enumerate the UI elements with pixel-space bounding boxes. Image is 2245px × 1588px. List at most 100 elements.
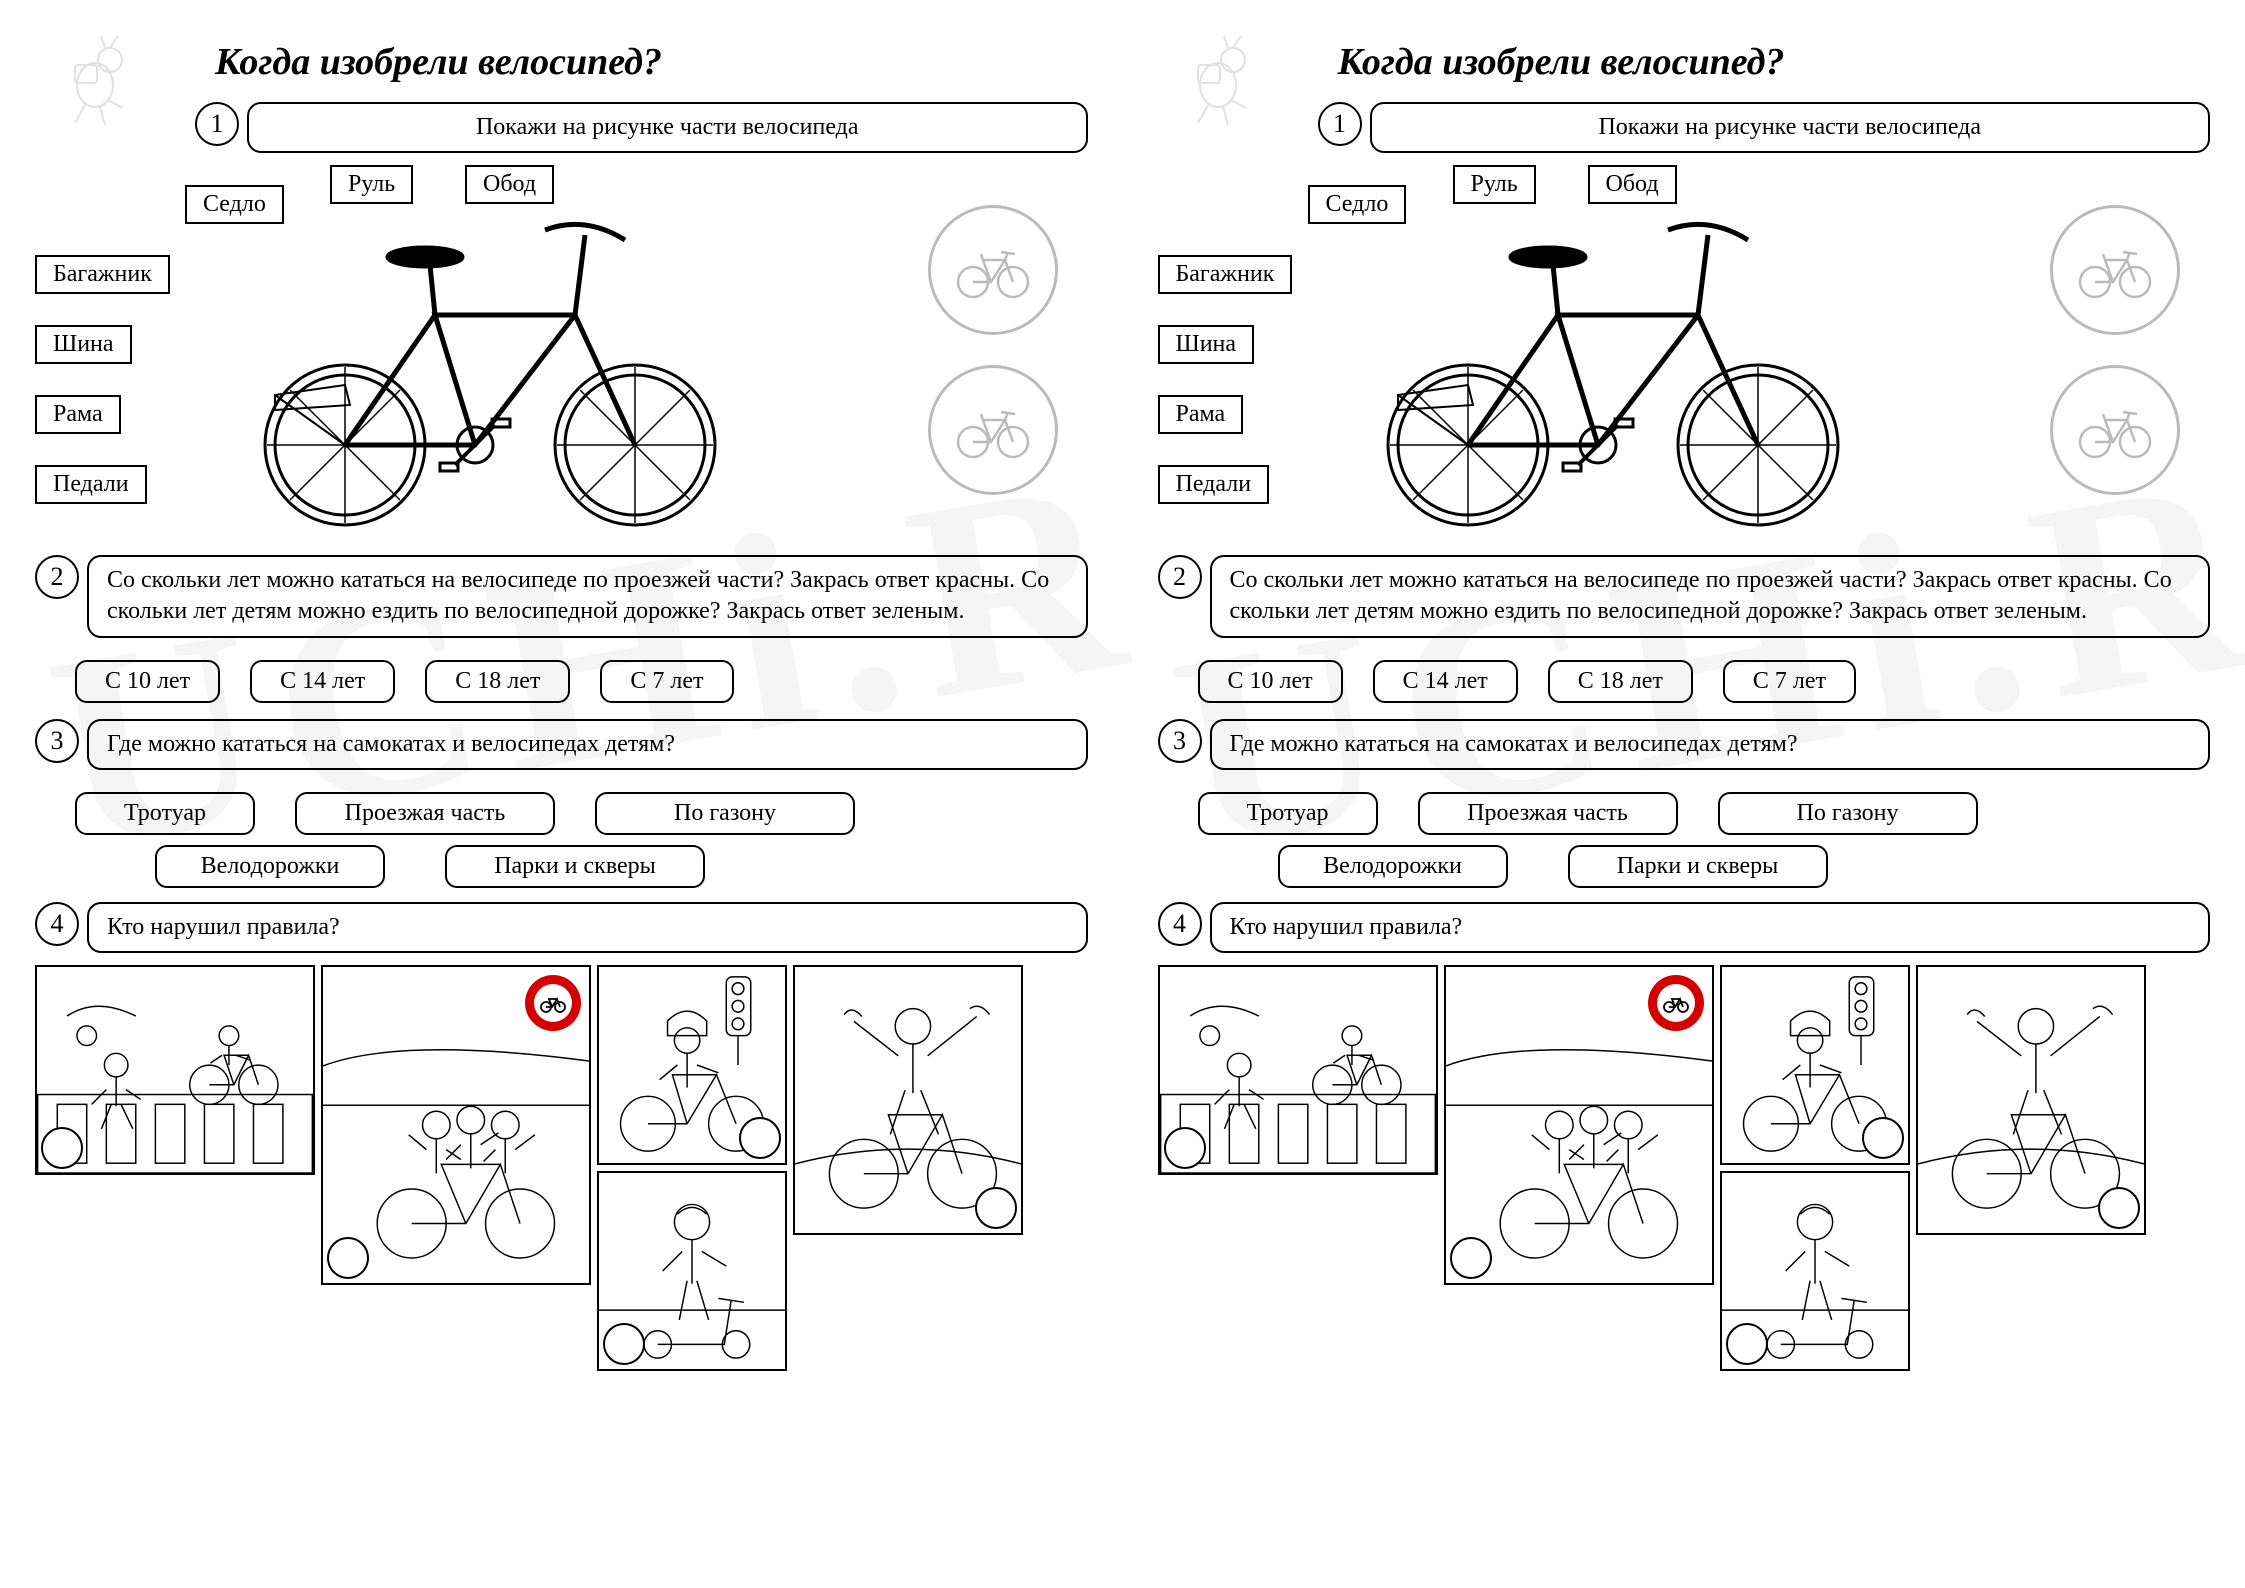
scene-column-3 [1720,965,1910,1371]
road-sign-2[interactable] [928,365,1058,495]
part-pedali[interactable]: Педали [1158,465,1270,504]
answer-circle[interactable] [1862,1117,1904,1159]
road-sign-2[interactable] [2050,365,2180,495]
question-1: 1 Покажи на рисунке части велосипеда [1318,102,2211,153]
part-rama[interactable]: Рама [1158,395,1244,434]
q3-ans-gazon[interactable]: По газону [595,792,855,835]
q4-pictures [35,965,1088,1371]
q3-ans-parki[interactable]: Парки и скверы [1568,845,1828,888]
question-2: 2 Со скольки лет можно кататься на велос… [1158,555,2211,637]
no-bike-sign-icon [1648,975,1704,1031]
ant-mascot-icon [50,30,150,130]
scene-5[interactable] [793,965,1023,1235]
part-rama[interactable]: Рама [35,395,121,434]
answer-circle[interactable] [41,1127,83,1169]
bike-icon [953,240,1033,300]
scene-2[interactable] [321,965,591,1285]
part-bagazhnik[interactable]: Багажник [35,255,170,294]
q4-text: Кто нарушил правила? [1210,902,2211,953]
q1-text: Покажи на рисунке части велосипеда [1370,102,2211,153]
q2-ans-14[interactable]: С 14 лет [250,660,395,703]
scene-column-3 [597,965,787,1371]
bicycle-drawing [1338,195,1898,535]
worksheet-title: Когда изобрели велосипед? [215,40,1088,84]
scene-3[interactable] [597,965,787,1165]
q2-answers: С 10 лет С 14 лет С 18 лет С 7 лет [1158,650,2211,719]
no-bike-sign-icon [525,975,581,1031]
part-shina[interactable]: Шина [1158,325,1255,364]
question-4: 4 Кто нарушил правила? [35,902,1088,953]
q1-number: 1 [195,102,239,146]
answer-circle[interactable] [1450,1237,1492,1279]
road-sign-1[interactable] [928,205,1058,335]
q2-ans-10[interactable]: С 10 лет [75,660,220,703]
bike-icon [953,400,1033,460]
bicycle-drawing [215,195,775,535]
bike-parts-diagram: Седло Руль Обод Багажник Шина Рама Педал… [35,165,1088,545]
q2-ans-10[interactable]: С 10 лет [1198,660,1343,703]
q3-ans-parki[interactable]: Парки и скверы [445,845,705,888]
bike-icon [2075,240,2155,300]
question-3: 3 Где можно кататься на самокатах и вело… [35,719,1088,770]
worksheet-title: Когда изобрели велосипед? [1338,40,2211,84]
scene-1[interactable] [1158,965,1438,1175]
q3-answers-row2: Велодорожки Парки и скверы [1158,845,2211,902]
q3-answers-row1: Тротуар Проезжая часть По газону [1158,782,2211,845]
q3-answers-row2: Велодорожки Парки и скверы [35,845,1088,902]
question-3: 3 Где можно кататься на самокатах и вело… [1158,719,2211,770]
answer-circle[interactable] [1164,1127,1206,1169]
scene-2[interactable] [1444,965,1714,1285]
q4-text: Кто нарушил правила? [87,902,1088,953]
q3-ans-velo[interactable]: Велодорожки [1278,845,1508,888]
scene-4[interactable] [597,1171,787,1371]
q4-pictures [1158,965,2211,1371]
scene-1[interactable] [35,965,315,1175]
part-shina[interactable]: Шина [35,325,132,364]
q3-ans-proezzhaya[interactable]: Проезжая часть [295,792,555,835]
q2-ans-18[interactable]: С 18 лет [1548,660,1693,703]
q3-ans-trotuar[interactable]: Тротуар [75,792,255,835]
part-bagazhnik[interactable]: Багажник [1158,255,1293,294]
q2-answers: С 10 лет С 14 лет С 18 лет С 7 лет [35,650,1088,719]
bike-icon [2075,400,2155,460]
q4-number: 4 [1158,902,1202,946]
q2-number: 2 [35,555,79,599]
worksheet-page-left: UCHi.R Когда изобрели велосипед? 1 Покаж… [0,0,1123,1588]
answer-circle[interactable] [1726,1323,1768,1365]
q2-ans-14[interactable]: С 14 лет [1373,660,1518,703]
q3-ans-trotuar[interactable]: Тротуар [1198,792,1378,835]
part-pedali[interactable]: Педали [35,465,147,504]
scene-5[interactable] [1916,965,2146,1235]
worksheet-page-right: UCHi.R Когда изобрели велосипед? 1 Покаж… [1123,0,2245,1588]
question-2: 2 Со скольки лет можно кататься на велос… [35,555,1088,637]
q3-answers-row1: Тротуар Проезжая часть По газону [35,782,1088,845]
q2-text: Со скольки лет можно кататься на велосип… [1210,555,2211,637]
answer-circle[interactable] [603,1323,645,1365]
q2-number: 2 [1158,555,1202,599]
q1-number: 1 [1318,102,1362,146]
question-1: 1 Покажи на рисунке части велосипеда [195,102,1088,153]
q4-number: 4 [35,902,79,946]
ant-mascot-icon [1173,30,1273,130]
q2-ans-18[interactable]: С 18 лет [425,660,570,703]
q2-ans-7[interactable]: С 7 лет [1723,660,1856,703]
q1-text: Покажи на рисунке части велосипеда [247,102,1088,153]
bike-parts-diagram: Седло Руль Обод Багажник Шина Рама Педал… [1158,165,2211,545]
answer-circle[interactable] [739,1117,781,1159]
road-sign-1[interactable] [2050,205,2180,335]
q3-ans-gazon[interactable]: По газону [1718,792,1978,835]
answer-circle[interactable] [327,1237,369,1279]
q3-number: 3 [35,719,79,763]
answer-circle[interactable] [975,1187,1017,1229]
scene-3[interactable] [1720,965,1910,1165]
q3-ans-velo[interactable]: Велодорожки [155,845,385,888]
question-4: 4 Кто нарушил правила? [1158,902,2211,953]
q3-text: Где можно кататься на самокатах и велоси… [1210,719,2211,770]
q3-text: Где можно кататься на самокатах и велоси… [87,719,1088,770]
q3-number: 3 [1158,719,1202,763]
q3-ans-proezzhaya[interactable]: Проезжая часть [1418,792,1678,835]
scene-4[interactable] [1720,1171,1910,1371]
q2-ans-7[interactable]: С 7 лет [600,660,733,703]
q2-text: Со скольки лет можно кататься на велосип… [87,555,1088,637]
answer-circle[interactable] [2098,1187,2140,1229]
